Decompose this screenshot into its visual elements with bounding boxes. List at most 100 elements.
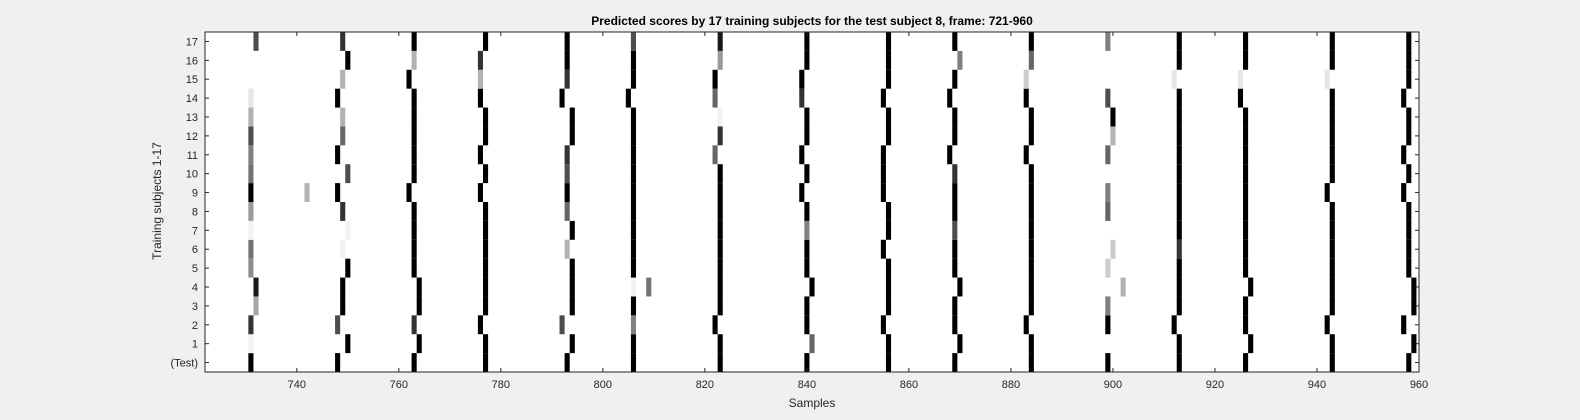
- heatmap-cell: [1243, 126, 1249, 146]
- heatmap-cell: [804, 164, 810, 184]
- heatmap-cell: [957, 277, 963, 297]
- heatmap-cell: [885, 69, 892, 89]
- chart-title: Predicted scores by 17 training subjects…: [591, 14, 1033, 28]
- heatmap-cells: [248, 32, 1417, 372]
- heatmap-cell: [1028, 296, 1034, 316]
- heatmap-cell: [630, 296, 637, 316]
- heatmap-cell: [630, 164, 637, 184]
- heatmap-cell: [717, 353, 723, 372]
- heatmap-cell: [630, 126, 637, 146]
- heatmap-cell: [253, 32, 259, 51]
- heatmap-cell: [646, 277, 652, 297]
- heatmap-cell: [1329, 202, 1335, 221]
- heatmap-cell: [253, 277, 259, 297]
- y-tick-label: 3: [192, 301, 198, 313]
- heatmap-cell: [483, 202, 489, 221]
- heatmap-cell: [885, 220, 892, 240]
- y-tick-label: (Test): [171, 358, 199, 370]
- heatmap-cell: [248, 126, 254, 146]
- heatmap-cell: [569, 258, 575, 278]
- heatmap-cell: [957, 334, 963, 354]
- heatmap-cell: [1110, 239, 1116, 259]
- heatmap-cell: [248, 107, 254, 127]
- heatmap-cell: [483, 353, 489, 372]
- heatmap-cell: [248, 239, 254, 259]
- heatmap-cell: [483, 107, 489, 127]
- heatmap-cell: [804, 126, 810, 146]
- x-tick-label: 920: [1206, 379, 1224, 391]
- heatmap-cell: [340, 107, 346, 127]
- heatmap-cell: [952, 315, 958, 335]
- plot-frame: [204, 31, 1420, 373]
- heatmap-cell: [1028, 239, 1034, 259]
- heatmap-cell: [1248, 334, 1254, 354]
- heatmap-cell: [1023, 69, 1029, 89]
- heatmap-cell: [304, 183, 310, 202]
- y-tick-label: 2: [192, 320, 198, 332]
- heatmap-cell: [804, 50, 810, 70]
- heatmap-cell: [880, 183, 886, 202]
- heatmap-cell: [1028, 277, 1034, 297]
- heatmap-cell: [717, 277, 723, 297]
- heatmap-cell: [717, 107, 723, 127]
- heatmap-cell: [880, 164, 886, 184]
- heatmap-cell: [630, 239, 637, 259]
- x-tick-label: 760: [390, 379, 408, 391]
- heatmap-cell: [564, 164, 570, 184]
- heatmap-cell: [483, 258, 489, 278]
- heatmap-cell: [885, 277, 892, 297]
- heatmap-cell: [1243, 50, 1249, 70]
- heatmap-cell: [1176, 145, 1182, 165]
- heatmap-cell: [1329, 296, 1335, 316]
- heatmap-cell: [1028, 258, 1034, 278]
- heatmap-cell: [880, 239, 886, 259]
- heatmap-cell: [248, 145, 254, 165]
- heatmap-cell: [885, 202, 892, 221]
- y-tick-label: 17: [186, 36, 198, 48]
- x-tick-label: 860: [900, 379, 918, 391]
- heatmap-cell: [952, 32, 958, 51]
- heatmap-cell: [804, 296, 810, 316]
- heatmap-cell: [1243, 315, 1249, 335]
- heatmap-cell: [564, 32, 570, 51]
- heatmap-cell: [1406, 202, 1412, 221]
- heatmap-cell: [1171, 315, 1177, 335]
- heatmap-cell: [1176, 88, 1182, 108]
- heatmap-cell: [1028, 202, 1034, 221]
- heatmap-cell: [712, 88, 718, 108]
- heatmap-cell: [1105, 258, 1111, 278]
- heatmap-cell: [880, 88, 886, 108]
- heatmap-cell: [1176, 239, 1182, 259]
- heatmap-cell: [1329, 277, 1335, 297]
- heatmap-cell: [1176, 50, 1182, 70]
- heatmap-cell: [717, 164, 723, 184]
- heatmap-cell: [340, 69, 346, 89]
- y-tick-label: 6: [192, 244, 198, 256]
- heatmap-cell: [340, 277, 346, 297]
- heatmap-cell: [1329, 107, 1335, 127]
- heatmap-cell: [1406, 239, 1412, 259]
- heatmap-cell: [1028, 126, 1034, 146]
- heatmap-cell: [1329, 164, 1335, 184]
- heatmap-cell: [1329, 220, 1335, 240]
- heatmap-cell: [483, 334, 489, 354]
- heatmap-cell: [1105, 353, 1111, 372]
- heatmap-cell: [564, 239, 570, 259]
- heatmap-cell: [340, 239, 346, 259]
- heatmap-cell: [411, 50, 417, 70]
- heatmap-cell: [483, 164, 489, 184]
- heatmap-cell: [564, 202, 570, 221]
- heatmap-cell: [564, 69, 570, 89]
- heatmap-cell: [411, 107, 417, 127]
- heatmap-cell: [885, 334, 892, 354]
- heatmap-cell: [483, 277, 489, 297]
- x-tick-label: 960: [1410, 379, 1428, 391]
- heatmap-cell: [1243, 258, 1249, 278]
- heatmap-cell: [1406, 258, 1412, 278]
- heatmap-cell: [248, 202, 254, 221]
- heatmap-cell: [335, 353, 341, 372]
- heatmap-cell: [1243, 164, 1249, 184]
- heatmap-cell: [569, 277, 575, 297]
- heatmap-cell: [1028, 334, 1034, 354]
